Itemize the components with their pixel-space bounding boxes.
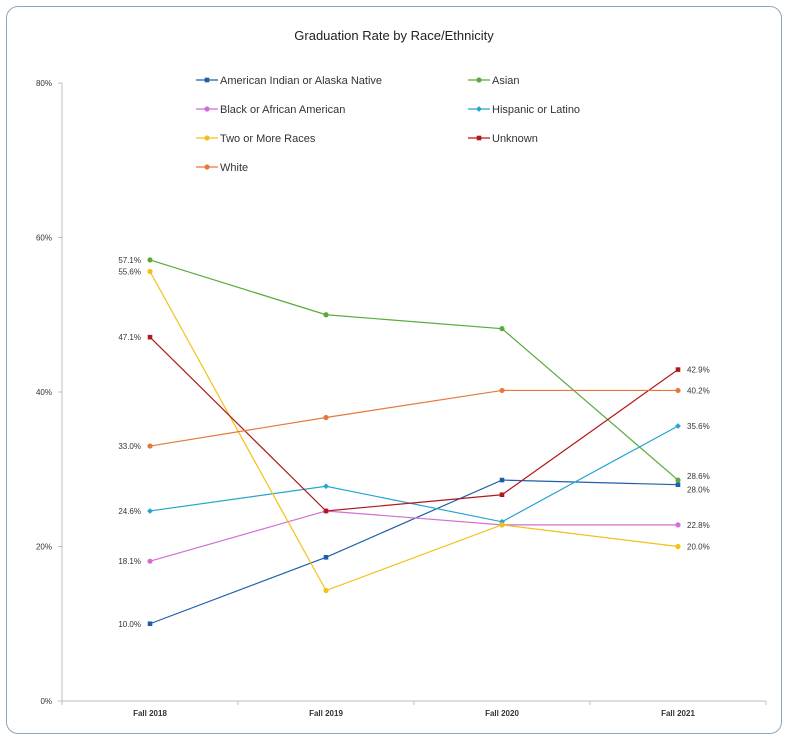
series-line xyxy=(149,271,679,592)
legend-item: Unknown xyxy=(468,133,538,145)
data-label: 47.1% xyxy=(118,333,141,342)
series-line xyxy=(149,389,678,447)
data-point xyxy=(675,423,681,429)
chart-title: Graduation Rate by Race/Ethnicity xyxy=(294,28,494,43)
legend-label: Two or More Races xyxy=(220,133,316,145)
y-tick-label: 60% xyxy=(36,234,52,243)
data-point xyxy=(147,558,153,564)
data-point xyxy=(476,106,482,112)
data-point xyxy=(147,621,153,627)
data-point xyxy=(147,508,153,514)
data-point xyxy=(323,414,329,421)
data-point xyxy=(499,326,505,332)
y-tick-label: 40% xyxy=(36,388,52,397)
x-tick-label: Fall 2021 xyxy=(661,709,695,718)
data-label: 22.8% xyxy=(687,521,710,530)
data-label: 18.1% xyxy=(118,557,141,566)
data-point xyxy=(499,477,505,483)
chart-markers xyxy=(147,257,681,627)
data-point xyxy=(323,587,329,594)
data-label: 40.2% xyxy=(687,386,710,395)
x-tick-label: Fall 2019 xyxy=(309,709,343,718)
data-label: 33.0% xyxy=(118,442,141,451)
legend-item: Black or African American xyxy=(196,104,345,116)
data-label: 20.0% xyxy=(687,543,710,552)
y-tick-label: 0% xyxy=(40,697,52,706)
chart-axes: 0% 20% 40% 60% 80% Fall 2018 Fall 2019 Fall 202… xyxy=(36,79,767,718)
data-point xyxy=(675,387,681,394)
legend-label: Asian xyxy=(492,75,520,87)
data-label: 10.0% xyxy=(118,620,141,629)
data-point xyxy=(323,508,329,514)
legend-label: Unknown xyxy=(492,133,538,145)
y-tick-label: 20% xyxy=(36,543,52,552)
data-point xyxy=(499,492,505,498)
data-point xyxy=(323,555,329,560)
data-label: 55.6% xyxy=(118,267,141,276)
data-point xyxy=(323,483,329,490)
series-line xyxy=(149,510,678,562)
legend-item: Two or More Races xyxy=(196,133,316,145)
chart-data-labels: 10.0% 28.0% 57.1% 28.6% 18.1% 22.8% 24.6% 35.6%… xyxy=(118,256,709,629)
legend-item: American Indian or Alaska Native xyxy=(196,75,382,87)
data-label: 42.9% xyxy=(687,366,710,375)
data-point xyxy=(675,477,681,483)
data-point xyxy=(499,387,505,394)
data-label: 28.6% xyxy=(687,472,710,481)
data-point xyxy=(204,164,210,170)
data-point xyxy=(499,522,505,528)
legend-item: White xyxy=(196,162,248,174)
data-point xyxy=(204,106,210,112)
data-label: 28.0% xyxy=(687,486,710,495)
legend-item: Asian xyxy=(468,75,520,87)
data-point xyxy=(204,135,210,141)
data-point xyxy=(147,257,153,263)
data-label: 35.6% xyxy=(687,422,710,431)
data-point xyxy=(204,77,210,83)
legend-item: Hispanic or Latino xyxy=(468,104,580,116)
data-point xyxy=(476,77,482,83)
legend-label: Black or African American xyxy=(220,104,345,116)
series-line xyxy=(149,479,679,625)
x-tick-label: Fall 2018 xyxy=(133,709,167,718)
data-point xyxy=(147,443,153,449)
chart-series-lines xyxy=(149,259,679,625)
data-point xyxy=(675,482,681,487)
data-point xyxy=(675,522,681,528)
series-line xyxy=(149,336,679,512)
data-point xyxy=(147,268,153,275)
series-line xyxy=(149,425,679,523)
legend-label: White xyxy=(220,162,248,174)
chart-legend: American Indian or Alaska Native Asian Bla… xyxy=(196,75,580,174)
data-point xyxy=(147,334,153,340)
data-label: 24.6% xyxy=(118,507,141,516)
data-point xyxy=(476,135,482,141)
data-point xyxy=(675,543,681,550)
y-tick-label: 80% xyxy=(36,79,52,88)
chart-frame xyxy=(6,6,782,734)
data-point xyxy=(675,367,681,372)
series-line xyxy=(149,259,679,481)
legend-label: American Indian or Alaska Native xyxy=(220,75,382,87)
legend-label: Hispanic or Latino xyxy=(492,104,580,116)
x-tick-label: Fall 2020 xyxy=(485,709,519,718)
data-point xyxy=(323,312,329,318)
data-label: 57.1% xyxy=(118,256,141,265)
